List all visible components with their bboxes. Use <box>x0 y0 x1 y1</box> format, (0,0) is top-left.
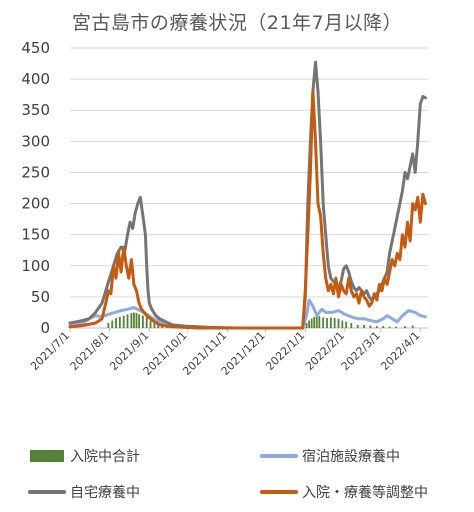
bar <box>337 318 340 328</box>
bar <box>382 326 385 328</box>
bar <box>115 318 117 328</box>
bar <box>145 317 148 328</box>
y-tick-label: 400 <box>21 70 50 88</box>
x-tick-label: 2021/7/1 <box>28 329 72 373</box>
x-tick-label: 2021/8/1 <box>68 329 112 373</box>
y-tick-label: 50 <box>31 288 50 306</box>
y-tick-label: 350 <box>21 101 50 119</box>
legend-item: 入院中合計 <box>30 449 140 465</box>
bar <box>356 324 359 328</box>
chart-title: 宮古島市の療養状況（21年7月以降） <box>71 12 403 34</box>
bar <box>313 316 316 328</box>
series-bars-hospitalized <box>107 312 414 328</box>
bar <box>308 320 310 328</box>
bar <box>345 321 348 328</box>
bar <box>310 318 313 328</box>
bar <box>363 324 365 328</box>
bar <box>326 318 328 328</box>
series-line-adjusting <box>68 90 427 330</box>
bar <box>141 315 144 328</box>
bar <box>149 320 152 328</box>
bar <box>126 314 129 328</box>
bar <box>322 317 325 328</box>
y-tick-label: 150 <box>21 226 50 244</box>
y-tick-label: 300 <box>21 132 50 150</box>
y-tick-label: 250 <box>21 163 50 181</box>
x-tick-label: 2022/4/1 <box>378 329 422 373</box>
series-line-hotel <box>68 298 427 330</box>
bar <box>111 320 114 328</box>
bar <box>395 326 397 328</box>
bar <box>315 315 318 328</box>
legend-label: 宿泊施設療養中 <box>302 448 400 465</box>
legend-item: 入院・療養等調整中 <box>260 484 428 501</box>
bar <box>122 315 125 328</box>
bar <box>369 325 372 328</box>
legend-swatch <box>30 450 64 462</box>
bar <box>388 326 391 328</box>
x-tick-label: 2022/1/1 <box>263 329 307 373</box>
bar <box>305 323 308 328</box>
bar <box>318 316 321 328</box>
bar <box>329 317 332 328</box>
bar <box>157 324 160 328</box>
legend-item: 自宅療養中 <box>28 484 140 501</box>
bar <box>333 318 336 328</box>
series-line-home <box>68 60 427 330</box>
bar <box>135 313 138 328</box>
bar <box>130 313 133 328</box>
bar <box>350 323 353 328</box>
bar <box>118 316 121 328</box>
bar <box>138 314 140 328</box>
legend-label: 自宅療養中 <box>70 484 140 501</box>
y-tick-label: 200 <box>21 195 50 213</box>
legend-label: 入院・療養等調整中 <box>302 484 428 501</box>
y-tick-label: 0 <box>40 319 50 337</box>
y-tick-label: 100 <box>21 257 50 275</box>
x-tick-label: 2022/3/1 <box>339 329 383 373</box>
bar <box>133 312 135 328</box>
bar <box>107 323 110 328</box>
bar <box>161 326 163 328</box>
bar <box>341 320 344 328</box>
y-tick-label: 450 <box>21 39 50 57</box>
legend-item: 宿泊施設療養中 <box>260 448 400 465</box>
bar <box>375 326 378 328</box>
bar <box>411 325 414 328</box>
bar <box>404 326 406 328</box>
legend-label: 入院中合計 <box>70 449 140 465</box>
bar <box>153 323 156 328</box>
